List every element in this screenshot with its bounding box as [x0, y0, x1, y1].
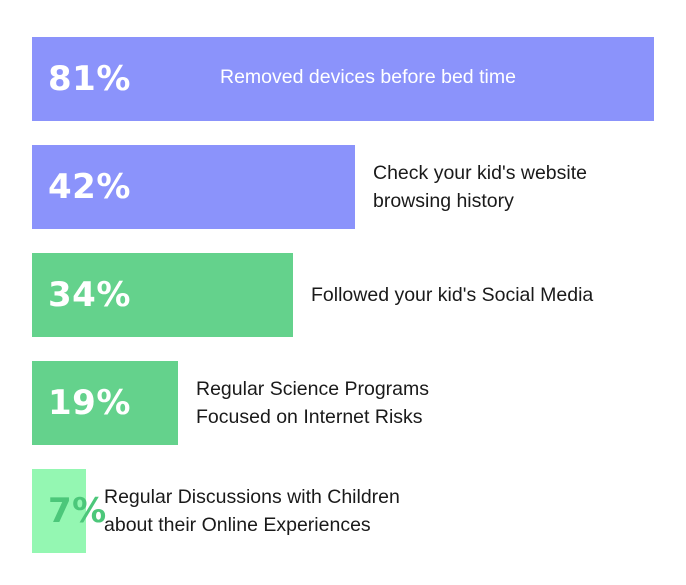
bar: [32, 361, 178, 445]
category-label-line: Regular Discussions with Children: [104, 486, 400, 508]
value-label: 81%: [48, 59, 131, 99]
value-label: 42%: [48, 167, 131, 207]
category-label-line: Focused on Internet Risks: [196, 406, 423, 428]
bar: [32, 37, 654, 121]
category-label-line: Check your kid's website: [373, 162, 587, 184]
value-label: 7%: [48, 491, 107, 531]
category-label: Followed your kid's Social Media: [311, 281, 593, 309]
bar: [32, 469, 86, 553]
category-label-line: Followed your kid's Social Media: [311, 284, 594, 306]
bar: [32, 253, 293, 337]
category-label-line: Regular Science Programs: [196, 378, 430, 400]
category-label-line: browsing history: [373, 190, 514, 212]
category-label-line: about their Online Experiences: [104, 514, 371, 536]
category-label: Regular Science Programs Focused on Inter…: [196, 375, 429, 431]
bar: [32, 145, 355, 229]
category-label: Regular Discussions with Children about t…: [104, 483, 400, 539]
value-label: 34%: [48, 275, 131, 315]
value-label: 19%: [48, 383, 131, 423]
category-label: Check your kid's website browsing history: [373, 159, 587, 215]
category-label: Removed devices before bed time: [220, 63, 516, 91]
category-label-line: Removed devices before bed time: [220, 66, 516, 88]
